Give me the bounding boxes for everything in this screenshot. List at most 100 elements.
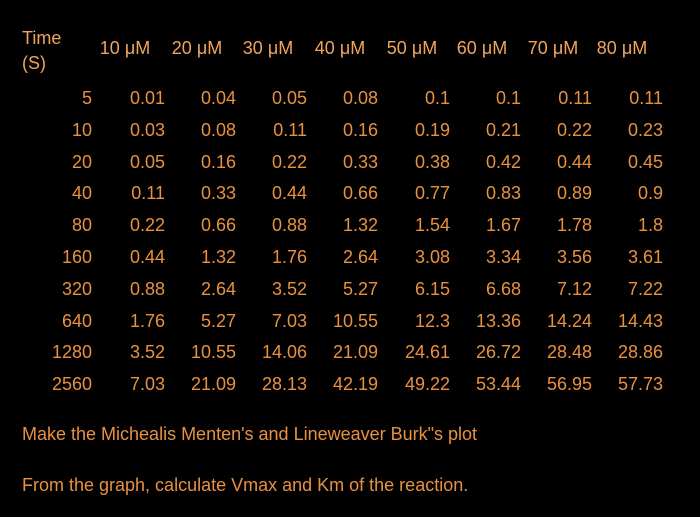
value-cell: 6.68 bbox=[485, 278, 521, 299]
value-cell: 3.52 bbox=[271, 278, 307, 299]
value-cell: 0.83 bbox=[485, 183, 521, 204]
value-cell: 13.36 bbox=[475, 310, 521, 331]
value-cell: 0.88 bbox=[271, 215, 307, 236]
value-cell: 0.16 bbox=[200, 151, 236, 172]
value-cell: 1.76 bbox=[271, 247, 307, 267]
header-cell: 60 μM bbox=[456, 38, 508, 58]
value-cell: 28.86 bbox=[617, 342, 663, 363]
question: Make the Michealis Menten's and Lineweav… bbox=[22, 424, 478, 444]
value-cell: 0.33 bbox=[200, 183, 236, 204]
value-cell: 28.13 bbox=[261, 374, 307, 395]
time-cell: 160 bbox=[61, 247, 92, 267]
value-cell: 1.76 bbox=[129, 310, 165, 331]
value-cell: 2.64 bbox=[200, 278, 236, 299]
time-cell: 10 bbox=[71, 119, 92, 140]
value-cell: 0.66 bbox=[342, 183, 378, 204]
header-cell: 50 μM bbox=[386, 38, 438, 58]
value-cell: 0.03 bbox=[129, 119, 165, 140]
value-cell: 1.67 bbox=[485, 215, 521, 236]
value-cell: 0.01 bbox=[129, 88, 165, 108]
value-cell: 14.06 bbox=[261, 342, 307, 363]
value-cell: 0.9 bbox=[637, 183, 663, 204]
value-cell: 42.19 bbox=[332, 374, 378, 395]
value-cell: 3.56 bbox=[556, 247, 592, 267]
value-cell: 0.38 bbox=[414, 151, 450, 172]
value-cell: 0.44 bbox=[556, 151, 592, 172]
value-cell: 0.42 bbox=[485, 151, 521, 172]
value-cell: 0.11 bbox=[131, 183, 165, 204]
value-cell: 0.1 bbox=[495, 88, 521, 108]
value-cell: 1.54 bbox=[414, 215, 450, 236]
value-cell: 0.08 bbox=[342, 88, 378, 108]
value-cell: 0.23 bbox=[627, 119, 663, 140]
value-cell: 12.3 bbox=[414, 310, 450, 331]
value-cell: 0.22 bbox=[271, 151, 307, 172]
value-cell: 1.8 bbox=[637, 215, 663, 236]
question: From the graph, calculate Vmax and Km of… bbox=[22, 475, 469, 495]
value-cell: 57.73 bbox=[617, 374, 663, 395]
value-cell: 0.44 bbox=[129, 247, 165, 267]
value-cell: 0.45 bbox=[627, 151, 663, 172]
value-cell: 0.22 bbox=[556, 119, 592, 140]
time-cell: 320 bbox=[61, 278, 92, 299]
header-cell: 20 μM bbox=[171, 38, 223, 58]
value-cell: 6.15 bbox=[414, 278, 450, 299]
value-cell: 1.78 bbox=[556, 215, 592, 236]
time-cell: 1280 bbox=[51, 342, 92, 363]
time-cell: 2560 bbox=[51, 374, 92, 395]
value-cell: 0.05 bbox=[129, 151, 165, 172]
value-cell: 56.95 bbox=[546, 374, 592, 395]
value-cell: 3.34 bbox=[485, 247, 521, 267]
value-cell: 0.11 bbox=[273, 119, 307, 140]
value-cell: 3.61 bbox=[627, 247, 663, 267]
value-cell: 2.64 bbox=[342, 247, 378, 267]
time-cell: 5 bbox=[81, 88, 92, 108]
time-cell: 640 bbox=[61, 310, 92, 331]
value-cell: 28.48 bbox=[546, 342, 592, 363]
header-cell: Time (S) bbox=[22, 28, 62, 73]
value-cell: 0.08 bbox=[200, 119, 236, 140]
value-cell: 14.43 bbox=[617, 310, 663, 331]
value-cell: 5.27 bbox=[200, 310, 236, 331]
value-cell: 0.22 bbox=[129, 215, 165, 236]
value-cell: 5.27 bbox=[342, 278, 378, 299]
header-cell: 70 μM bbox=[527, 38, 579, 58]
value-cell: 21.09 bbox=[190, 374, 236, 395]
header-cell: 30 μM bbox=[242, 38, 294, 58]
value-cell: 53.44 bbox=[475, 374, 521, 395]
value-cell: 3.52 bbox=[129, 342, 165, 363]
value-cell: 7.12 bbox=[556, 278, 592, 299]
value-cell: 24.61 bbox=[404, 342, 450, 363]
header-cell: 10 μM bbox=[99, 38, 151, 58]
value-cell: 0.88 bbox=[129, 278, 165, 299]
value-cell: 0.16 bbox=[342, 119, 378, 140]
value-cell: 0.1 bbox=[424, 88, 450, 108]
value-cell: 0.11 bbox=[558, 88, 592, 108]
value-cell: 21.09 bbox=[332, 342, 378, 363]
value-cell: 0.66 bbox=[200, 215, 236, 236]
value-cell: 0.21 bbox=[485, 119, 521, 140]
header-cell: 80 μM bbox=[596, 38, 648, 58]
value-cell: 0.04 bbox=[200, 88, 236, 108]
time-cell: 40 bbox=[71, 183, 92, 204]
time-cell: 80 bbox=[71, 215, 92, 236]
value-cell: 14.24 bbox=[546, 310, 592, 331]
value-cell: 0.05 bbox=[271, 88, 307, 108]
value-cell: 7.22 bbox=[627, 278, 663, 299]
time-cell: 20 bbox=[71, 151, 92, 172]
value-cell: 0.44 bbox=[271, 183, 307, 204]
value-cell: 0.77 bbox=[414, 183, 450, 204]
value-cell: 1.32 bbox=[200, 247, 236, 267]
value-cell: 7.03 bbox=[271, 310, 307, 331]
value-cell: 0.89 bbox=[556, 183, 592, 204]
value-cell: 0.19 bbox=[414, 119, 450, 140]
value-cell: 26.72 bbox=[475, 342, 521, 363]
value-cell: 49.22 bbox=[404, 374, 450, 395]
value-cell: 1.32 bbox=[342, 215, 378, 236]
header-cell: 40 μM bbox=[314, 38, 366, 58]
value-cell: 0.11 bbox=[629, 88, 663, 108]
value-cell: 10.55 bbox=[332, 310, 378, 331]
value-cell: 3.08 bbox=[414, 247, 450, 267]
value-cell: 7.03 bbox=[129, 374, 165, 395]
